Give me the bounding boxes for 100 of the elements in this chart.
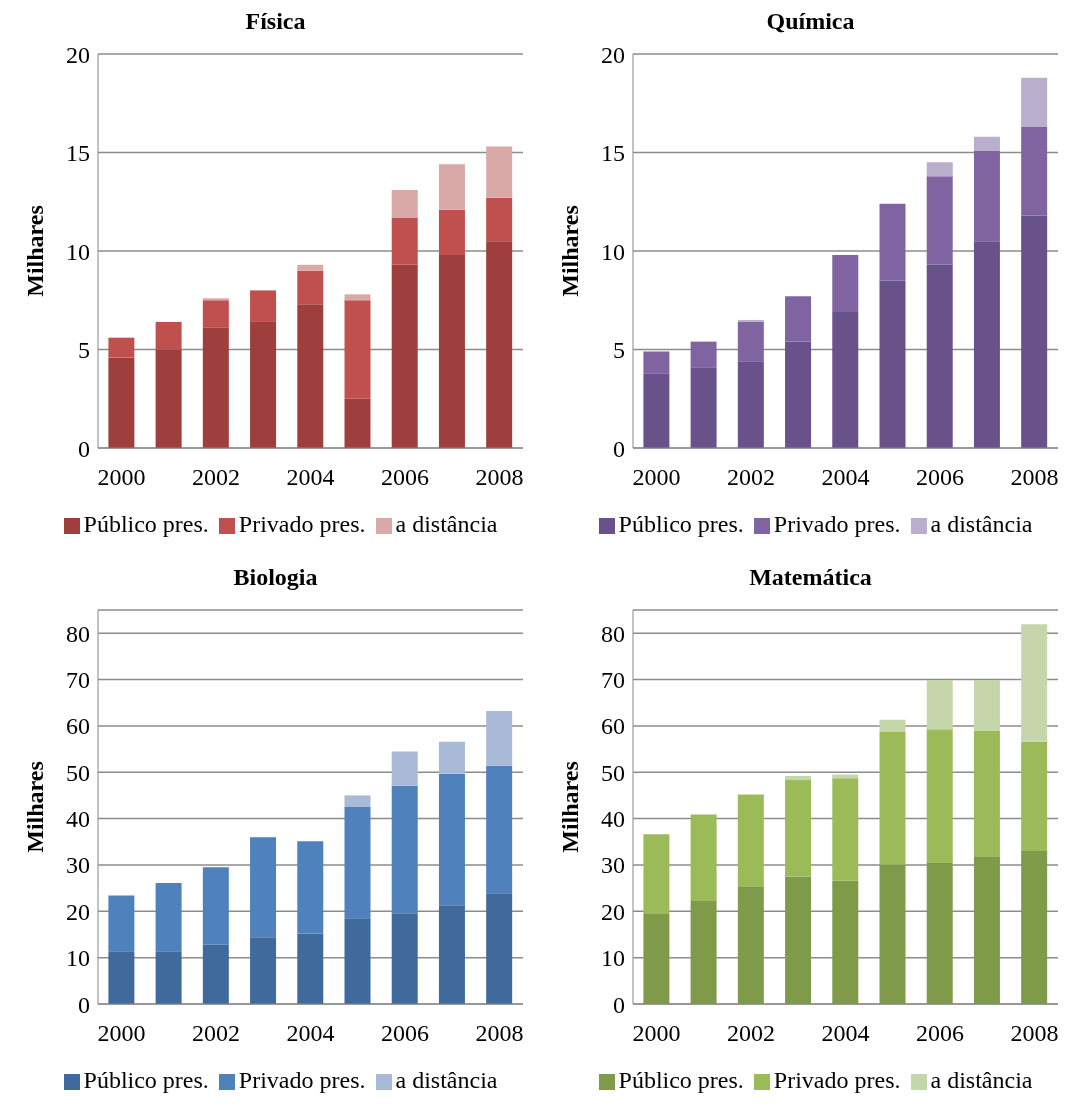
y-tick-label: 50 bbox=[601, 759, 625, 786]
bar bbox=[202, 327, 229, 448]
y-tick-label: 10 bbox=[601, 238, 625, 265]
y-tick-label: 15 bbox=[66, 140, 90, 167]
x-tick-label: 2002 bbox=[192, 1020, 241, 1047]
bar bbox=[785, 876, 812, 1004]
bar bbox=[344, 807, 371, 919]
legend-label: Público pres. bbox=[83, 511, 209, 537]
y-tick-label: 60 bbox=[66, 713, 90, 740]
bar bbox=[155, 951, 182, 1004]
bar bbox=[832, 254, 859, 313]
bar bbox=[108, 337, 135, 358]
bar bbox=[108, 357, 135, 448]
y-tick-label: 50 bbox=[66, 759, 90, 786]
bar bbox=[297, 933, 324, 1004]
legend-label: Público pres. bbox=[83, 1067, 209, 1093]
bar bbox=[737, 886, 764, 1004]
x-tick-label: 2002 bbox=[192, 464, 241, 491]
y-tick-label: 15 bbox=[601, 140, 625, 167]
y-tick-label: 80 bbox=[66, 620, 90, 647]
bar bbox=[155, 321, 182, 350]
bar bbox=[486, 146, 513, 198]
x-tick-label: 2006 bbox=[380, 464, 429, 491]
bar bbox=[250, 290, 277, 322]
bar bbox=[926, 729, 953, 864]
bar bbox=[643, 373, 670, 448]
bar bbox=[785, 296, 812, 342]
y-tick-label: 70 bbox=[66, 667, 90, 694]
chart-title: Física bbox=[245, 8, 306, 34]
bar bbox=[250, 321, 277, 448]
bar bbox=[737, 361, 764, 448]
bar bbox=[785, 780, 812, 877]
bar bbox=[926, 863, 953, 1004]
bar bbox=[879, 731, 906, 865]
x-tick-label: 2004 bbox=[286, 1020, 335, 1047]
bar bbox=[737, 794, 764, 887]
bar bbox=[643, 913, 670, 1004]
y-axis-title: Milhares bbox=[556, 205, 583, 297]
x-tick-label: 2004 bbox=[821, 1020, 870, 1047]
bar bbox=[690, 814, 717, 902]
bar bbox=[1021, 77, 1048, 127]
y-axis-title: Milhares bbox=[21, 205, 48, 297]
x-tick-label: 2006 bbox=[915, 1020, 964, 1047]
bar bbox=[391, 751, 418, 786]
bar bbox=[297, 270, 324, 305]
y-tick-label: 10 bbox=[601, 945, 625, 972]
bar bbox=[486, 241, 513, 448]
bar bbox=[832, 312, 859, 448]
bar bbox=[438, 773, 465, 906]
bar bbox=[926, 176, 953, 265]
bar bbox=[297, 264, 324, 271]
x-tick-label: 2004 bbox=[286, 464, 335, 491]
y-tick-label: 0 bbox=[613, 435, 625, 462]
bar bbox=[344, 294, 371, 301]
bar bbox=[344, 795, 371, 807]
y-tick-label: 30 bbox=[66, 852, 90, 879]
x-tick-label: 2000 bbox=[632, 1020, 681, 1047]
bar bbox=[926, 264, 953, 448]
y-tick-label: 5 bbox=[78, 337, 90, 364]
bar bbox=[438, 164, 465, 210]
bar bbox=[438, 905, 465, 1004]
y-tick-label: 20 bbox=[66, 898, 90, 925]
bar bbox=[391, 913, 418, 1004]
bar bbox=[438, 254, 465, 448]
y-tick-label: 20 bbox=[601, 898, 625, 925]
x-tick-label: 2004 bbox=[821, 464, 870, 491]
bar bbox=[155, 349, 182, 448]
y-tick-label: 60 bbox=[601, 713, 625, 740]
bar bbox=[973, 730, 1000, 858]
bar bbox=[1021, 624, 1048, 742]
bar bbox=[486, 197, 513, 242]
y-tick-label: 0 bbox=[613, 991, 625, 1018]
bar bbox=[973, 679, 1000, 731]
bar bbox=[297, 304, 324, 448]
bar bbox=[643, 834, 670, 914]
bar bbox=[202, 944, 229, 1004]
bar bbox=[438, 209, 465, 255]
bar bbox=[737, 321, 764, 362]
x-tick-label: 2000 bbox=[632, 464, 681, 491]
y-axis-title: Milhares bbox=[556, 761, 583, 853]
legend-label: a distância bbox=[930, 511, 1033, 537]
x-tick-label: 2008 bbox=[475, 1020, 524, 1047]
legend-label: a distância bbox=[395, 1067, 498, 1093]
x-tick-label: 2008 bbox=[475, 464, 524, 491]
bar bbox=[155, 883, 182, 952]
bar bbox=[202, 300, 229, 328]
bar bbox=[785, 775, 812, 781]
y-tick-label: 80 bbox=[601, 620, 625, 647]
bar bbox=[438, 741, 465, 774]
bar bbox=[1021, 126, 1048, 216]
bar bbox=[108, 951, 135, 1004]
y-tick-label: 0 bbox=[78, 435, 90, 462]
y-tick-label: 20 bbox=[601, 41, 625, 68]
bar bbox=[1021, 851, 1048, 1004]
bar bbox=[486, 765, 513, 894]
bar bbox=[973, 150, 1000, 242]
legend-label: a distância bbox=[930, 1067, 1033, 1093]
legend-label: Público pres. bbox=[618, 511, 744, 537]
y-tick-label: 40 bbox=[601, 806, 625, 833]
x-tick-label: 2000 bbox=[97, 1020, 146, 1047]
